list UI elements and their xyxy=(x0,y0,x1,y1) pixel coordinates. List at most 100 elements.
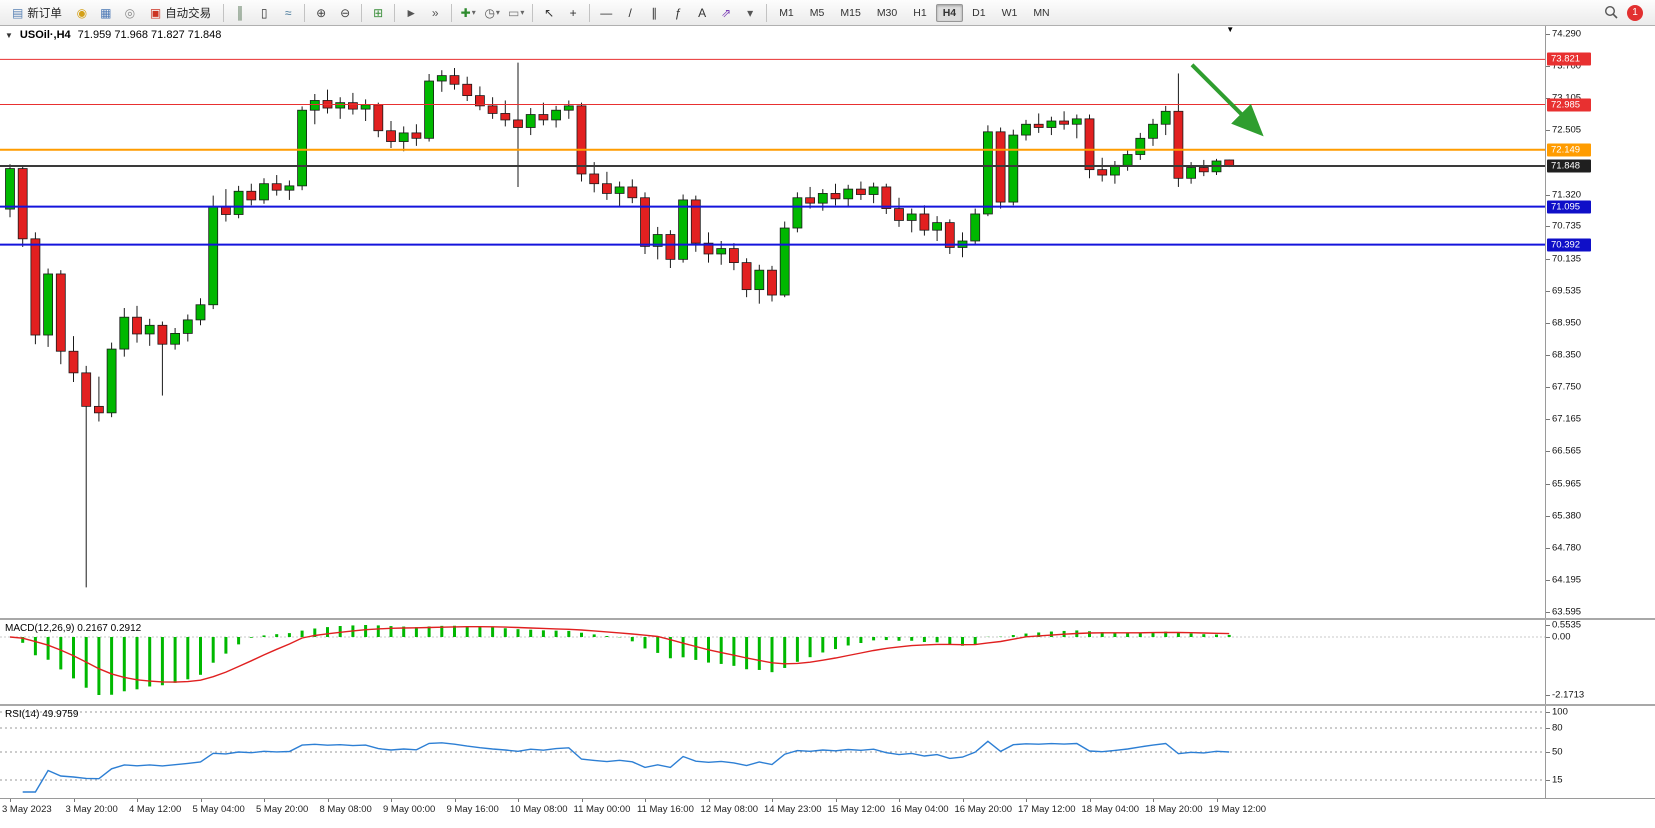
candlestick-chart[interactable] xyxy=(0,26,1545,618)
new-order-button[interactable]: ▤ 新订单 xyxy=(5,2,69,24)
date-label: 16 May 04:00 xyxy=(891,804,949,815)
cursor-icon[interactable]: ↖ xyxy=(544,5,555,20)
indicators-icon[interactable]: ✚ ▾ xyxy=(460,5,476,20)
text-label-icon[interactable]: A xyxy=(698,5,707,20)
toolbar-separator xyxy=(589,3,591,22)
rsi-tick-label: 50 xyxy=(1552,746,1563,758)
toolbar-separator xyxy=(532,3,534,22)
chart-area: ▼ USOil·,H4 71.959 71.968 71.827 71.848 … xyxy=(0,26,1655,821)
search-icon[interactable] xyxy=(1600,2,1622,24)
auto-scroll-icon[interactable]: ► xyxy=(405,5,418,20)
rsi-tick-label: 15 xyxy=(1552,774,1563,786)
macd-header: MACD(12,26,9) 0.2167 0.2912 xyxy=(5,623,142,634)
collapse-chart-button[interactable]: ▼ xyxy=(5,30,13,40)
price-tick-label: 71.320 xyxy=(1552,189,1582,200)
accounts-icon[interactable]: ◉ xyxy=(76,5,88,20)
price-tickmark xyxy=(1546,355,1550,357)
candlestick-chart-icon[interactable]: ▯ xyxy=(260,5,268,20)
date-label: 11 May 00:00 xyxy=(573,804,631,815)
horizontal-line-icon[interactable]: — xyxy=(600,5,613,20)
panel-separator[interactable] xyxy=(0,618,1655,620)
indicators-icon-dropdown[interactable]: ▾ xyxy=(471,7,476,17)
timeframe-h4[interactable]: H4 xyxy=(935,3,964,22)
autotrading-button-icon: ▣ xyxy=(149,5,162,20)
macd-tickmark xyxy=(1546,695,1550,696)
tile-windows-icon[interactable]: ⊞ xyxy=(373,5,384,20)
date-label: 5 May 20:00 xyxy=(256,804,309,815)
rsi-tickmark xyxy=(1546,780,1550,781)
price-tickmark xyxy=(1546,194,1550,196)
periods-icon[interactable]: ◷ ▾ xyxy=(484,5,500,20)
toolbar-separator xyxy=(766,3,768,22)
timeframe-m5[interactable]: M5 xyxy=(809,6,825,19)
price-tickmark xyxy=(1546,483,1550,485)
notification-badge[interactable]: 1 xyxy=(1627,4,1643,21)
autotrading-button[interactable]: ▣ 自动交易 xyxy=(143,2,218,24)
timeframe-m15[interactable]: M15 xyxy=(840,6,861,19)
rsi-axis: 100 80 50 15 xyxy=(1545,706,1655,798)
periods-icon-dropdown[interactable]: ▾ xyxy=(495,7,500,17)
chart-shift-icon[interactable]: » xyxy=(431,5,439,20)
price-tickmark xyxy=(1546,387,1550,389)
objects-dropdown-icon[interactable]: ▾ xyxy=(747,5,754,20)
templates-icon[interactable]: ▭ ▾ xyxy=(508,5,525,20)
chart-symbol-label: USOil·,H4 xyxy=(19,29,71,41)
crosshair-icon[interactable]: + xyxy=(569,5,577,20)
main-chart-panel[interactable]: ▼ USOil·,H4 71.959 71.968 71.827 71.848 … xyxy=(0,26,1655,618)
macd-histogram-series xyxy=(21,625,1231,695)
channel-icon[interactable]: ∥ xyxy=(651,5,658,20)
time-tickmark xyxy=(264,799,265,802)
zoom-in-icon[interactable]: ⊕ xyxy=(316,5,327,20)
templates-icon-dropdown[interactable]: ▾ xyxy=(520,7,525,17)
bar-chart-icon[interactable]: ║ xyxy=(235,5,245,20)
price-tick-label: 74.290 xyxy=(1552,28,1582,40)
rsi-line xyxy=(22,740,1230,793)
date-label: 9 May 00:00 xyxy=(383,804,436,815)
date-label: 12 May 08:00 xyxy=(700,804,759,815)
time-tickmark xyxy=(772,799,773,802)
trend-arrow[interactable] xyxy=(1190,63,1264,137)
zoom-out-icon[interactable]: ⊖ xyxy=(340,5,351,20)
price-tickmark xyxy=(1546,322,1550,324)
timeframe-m30[interactable]: M30 xyxy=(876,6,898,19)
price-tickmark xyxy=(1546,290,1550,292)
rsi-header: RSI(14) 49.9759 xyxy=(5,709,79,720)
arrow-tools-icon[interactable]: ⇗ xyxy=(721,5,732,20)
trendline-icon[interactable]: / xyxy=(628,5,632,20)
price-level-badge: 73.821 xyxy=(1547,52,1591,66)
price-level-badge: 71.848 xyxy=(1547,159,1591,173)
rsi-panel[interactable]: RSI(14) 49.9759 100 80 50 15 xyxy=(0,706,1655,798)
price-tickmark xyxy=(1546,451,1550,453)
autotrading-button-label: 自动交易 xyxy=(165,7,212,20)
macd-panel[interactable]: MACD(12,26,9) 0.2167 0.2912 0.5535 0.00 -2… xyxy=(0,620,1655,704)
timeframe-w1[interactable]: W1 xyxy=(1001,6,1018,19)
price-tick-label: 67.165 xyxy=(1552,413,1582,425)
voice-icon[interactable]: ◎ xyxy=(124,5,136,20)
fibonacci-icon[interactable]: ƒ xyxy=(674,5,682,20)
timeframe-h1[interactable]: H1 xyxy=(913,6,927,19)
timeframe-d1[interactable]: D1 xyxy=(972,6,986,19)
toolbar-separator xyxy=(223,3,225,22)
panel-separator[interactable] xyxy=(0,704,1655,706)
time-tickmark xyxy=(454,799,456,802)
price-tickmark xyxy=(1546,258,1550,260)
timeframe-buttons: M1 M5 M15 M30 H1 H4 D1 W1 MN xyxy=(771,3,1057,22)
chart-header: ▼ USOil·,H4 71.959 71.968 71.827 71.848 xyxy=(5,29,221,41)
time-axis: 3 May 2023 3 May 20:00 4 May 12:00 5 May 04… xyxy=(0,798,1655,821)
date-label: 18 May 20:00 xyxy=(1145,804,1203,815)
toolbar-separator xyxy=(304,3,306,22)
price-tickmark xyxy=(1546,130,1550,132)
time-tickmark xyxy=(1153,799,1154,802)
chart-shift-marker[interactable]: ▼ xyxy=(1226,25,1235,34)
candles-series xyxy=(5,62,1235,588)
price-level-badge: 72.985 xyxy=(1547,98,1591,112)
line-chart-icon[interactable]: ≈ xyxy=(284,5,292,20)
timeframe-m1[interactable]: M1 xyxy=(779,6,794,19)
time-tickmark xyxy=(518,799,519,802)
time-tickmark xyxy=(200,799,202,802)
new-order-button-icon: ▤ xyxy=(12,5,24,20)
price-tickmark xyxy=(1546,515,1550,517)
market-watch-icon[interactable]: ▦ xyxy=(100,5,112,20)
timeframe-mn[interactable]: MN xyxy=(1033,6,1050,19)
date-label: 5 May 04:00 xyxy=(192,804,245,815)
